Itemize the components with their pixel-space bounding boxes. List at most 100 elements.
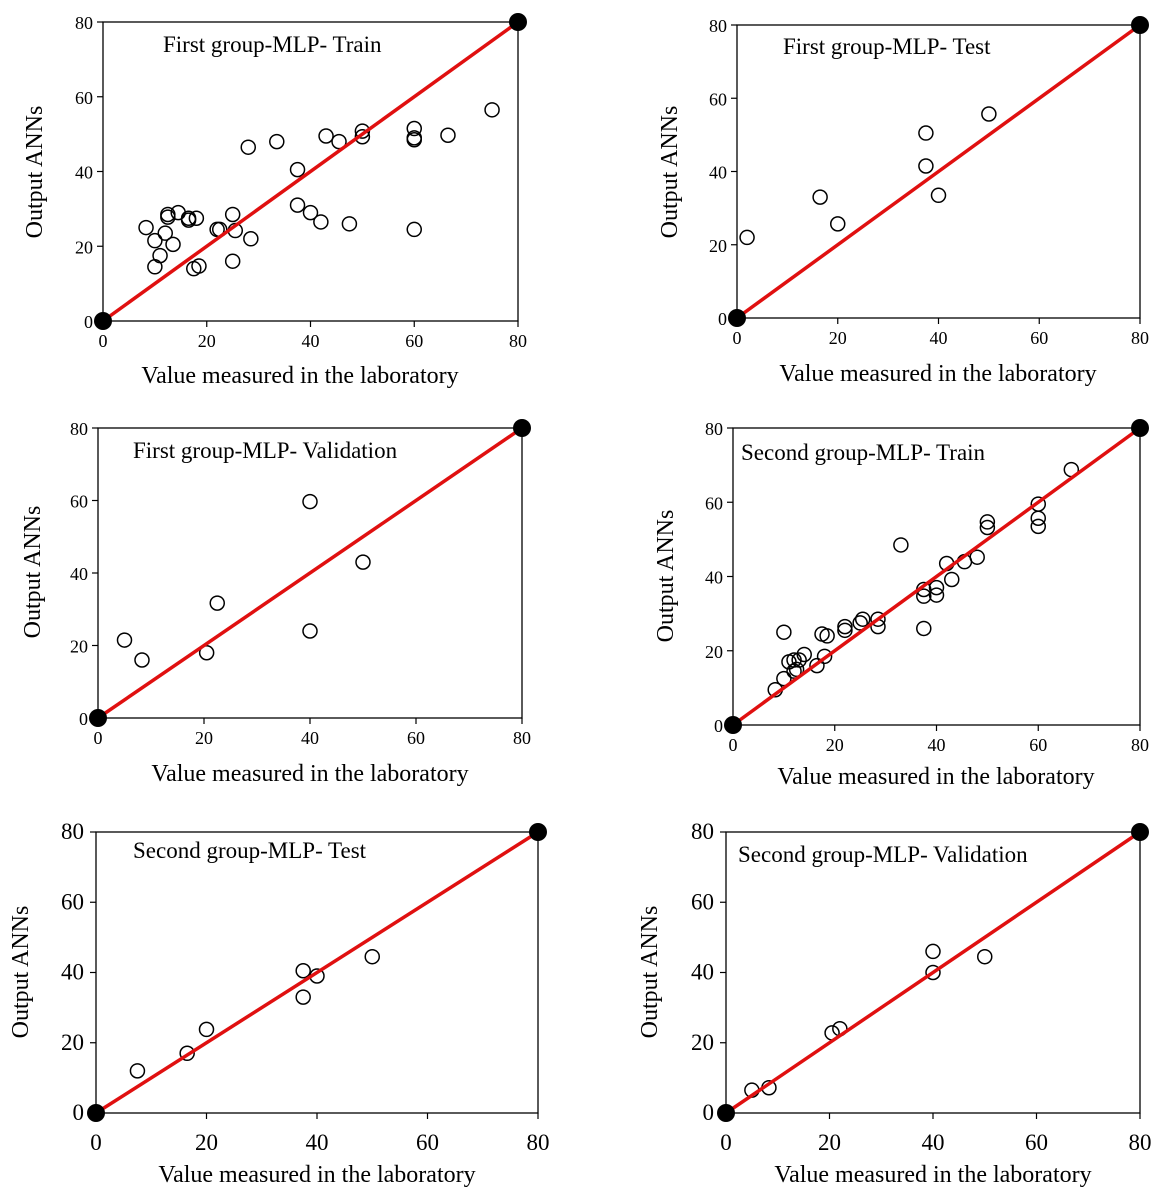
data-point: [852, 615, 868, 631]
y-tick-label: 40: [709, 163, 727, 183]
y-tick-label: 60: [709, 89, 727, 109]
y-tick-label: 80: [61, 819, 84, 844]
data-point: [354, 128, 371, 145]
x-tick-label: 20: [829, 328, 847, 348]
panel-1: 0 20 40 60 80 0 20 40 60 80 First group-MLP- Train…: [22, 13, 527, 389]
x-tick-label: 0: [729, 735, 738, 755]
x-axis-label: Value measured in the laboratory: [779, 361, 1096, 387]
reference-line: [725, 830, 1141, 1115]
data-point: [812, 189, 828, 205]
data-point: [925, 943, 941, 960]
x-tick-label: 40: [306, 1130, 329, 1155]
data-point: [269, 133, 285, 150]
data-point: [893, 537, 909, 553]
panel-title: First group-MLP- Train: [163, 32, 382, 57]
x-tick-label: 80: [1131, 328, 1149, 348]
data-point: [796, 646, 812, 663]
x-tick-label: 60: [416, 1130, 439, 1155]
x-tick-label: 80: [513, 728, 531, 748]
endpoint-marker: [717, 1104, 735, 1122]
y-tick-label: 20: [709, 236, 727, 256]
x-tick-label: 40: [930, 328, 948, 348]
data-point: [224, 253, 241, 269]
y-tick-label: 20: [70, 637, 88, 657]
data-point: [406, 120, 422, 137]
y-tick-label: 0: [79, 709, 88, 729]
data-point: [969, 549, 985, 565]
data-point: [925, 964, 941, 981]
panel-title: Second group-MLP- Validation: [738, 842, 1028, 867]
data-point: [129, 1063, 146, 1079]
data-point: [209, 595, 225, 611]
x-tick-label: 80: [1129, 1130, 1152, 1155]
endpoint-marker: [724, 716, 742, 734]
x-tick-label: 40: [922, 1130, 945, 1155]
y-axis-label: Output ANNs: [22, 106, 48, 239]
data-point: [484, 102, 500, 118]
data-point: [134, 652, 150, 668]
y-tick-label: 40: [705, 568, 723, 588]
data-point: [116, 632, 133, 648]
data-point: [979, 519, 996, 536]
data-point: [302, 204, 319, 221]
data-point: [289, 197, 306, 213]
y-tick-label: 0: [718, 309, 727, 329]
x-tick-label: 40: [301, 728, 319, 748]
data-point: [224, 206, 241, 223]
data-point: [788, 661, 805, 678]
data-point: [981, 106, 997, 122]
data-point: [1030, 510, 1046, 526]
x-tick-label: 20: [195, 728, 213, 748]
endpoint-marker: [89, 709, 107, 727]
data-point: [191, 258, 207, 274]
data-point: [830, 216, 846, 232]
y-tick-label: 20: [61, 1030, 84, 1055]
x-tick-label: 80: [527, 1130, 550, 1155]
x-tick-label: 40: [302, 331, 320, 351]
data-point: [157, 225, 173, 241]
panel-title: First group-MLP- Test: [783, 34, 991, 59]
y-tick-label: 20: [75, 237, 93, 257]
data-point: [979, 514, 996, 530]
data-point: [295, 989, 311, 1005]
endpoint-marker: [529, 823, 547, 841]
x-tick-label: 20: [195, 1130, 218, 1155]
y-tick-label: 0: [703, 1100, 715, 1125]
y-tick-label: 80: [709, 16, 727, 36]
y-tick-label: 40: [691, 960, 714, 985]
data-point: [152, 247, 168, 264]
data-point: [944, 571, 960, 588]
data-point: [355, 554, 371, 570]
data-point: [739, 229, 755, 246]
endpoint-marker: [728, 309, 746, 327]
data-point: [819, 628, 835, 644]
x-tick-label: 80: [1131, 735, 1149, 755]
data-point: [165, 236, 181, 253]
x-tick-label: 80: [509, 331, 527, 351]
data-point: [809, 657, 825, 674]
x-axis-label: Value measured in the laboratory: [774, 1162, 1091, 1187]
y-tick-label: 60: [70, 492, 88, 512]
y-axis-label: Output ANNs: [8, 906, 34, 1039]
panel-title: First group-MLP- Validation: [133, 438, 398, 463]
data-point: [318, 128, 334, 144]
data-point: [928, 579, 945, 596]
data-point: [160, 209, 176, 225]
data-point: [791, 652, 807, 668]
data-point: [198, 1021, 215, 1038]
reference-line: [95, 830, 539, 1115]
x-axis-label: Value measured in the laboratory: [158, 1162, 475, 1187]
data-point: [977, 948, 993, 965]
reference-line: [97, 426, 523, 720]
data-point: [918, 125, 934, 141]
data-point: [918, 158, 934, 174]
reference-line: [101, 20, 520, 323]
x-tick-label: 60: [1030, 328, 1048, 348]
panel-title: Second group-MLP- Train: [741, 440, 986, 465]
endpoint-marker: [1131, 16, 1149, 34]
y-tick-label: 20: [691, 1030, 714, 1055]
data-point: [816, 648, 833, 665]
data-point: [313, 214, 329, 230]
data-point: [916, 620, 932, 637]
y-axis-label: Output ANNs: [653, 510, 679, 643]
